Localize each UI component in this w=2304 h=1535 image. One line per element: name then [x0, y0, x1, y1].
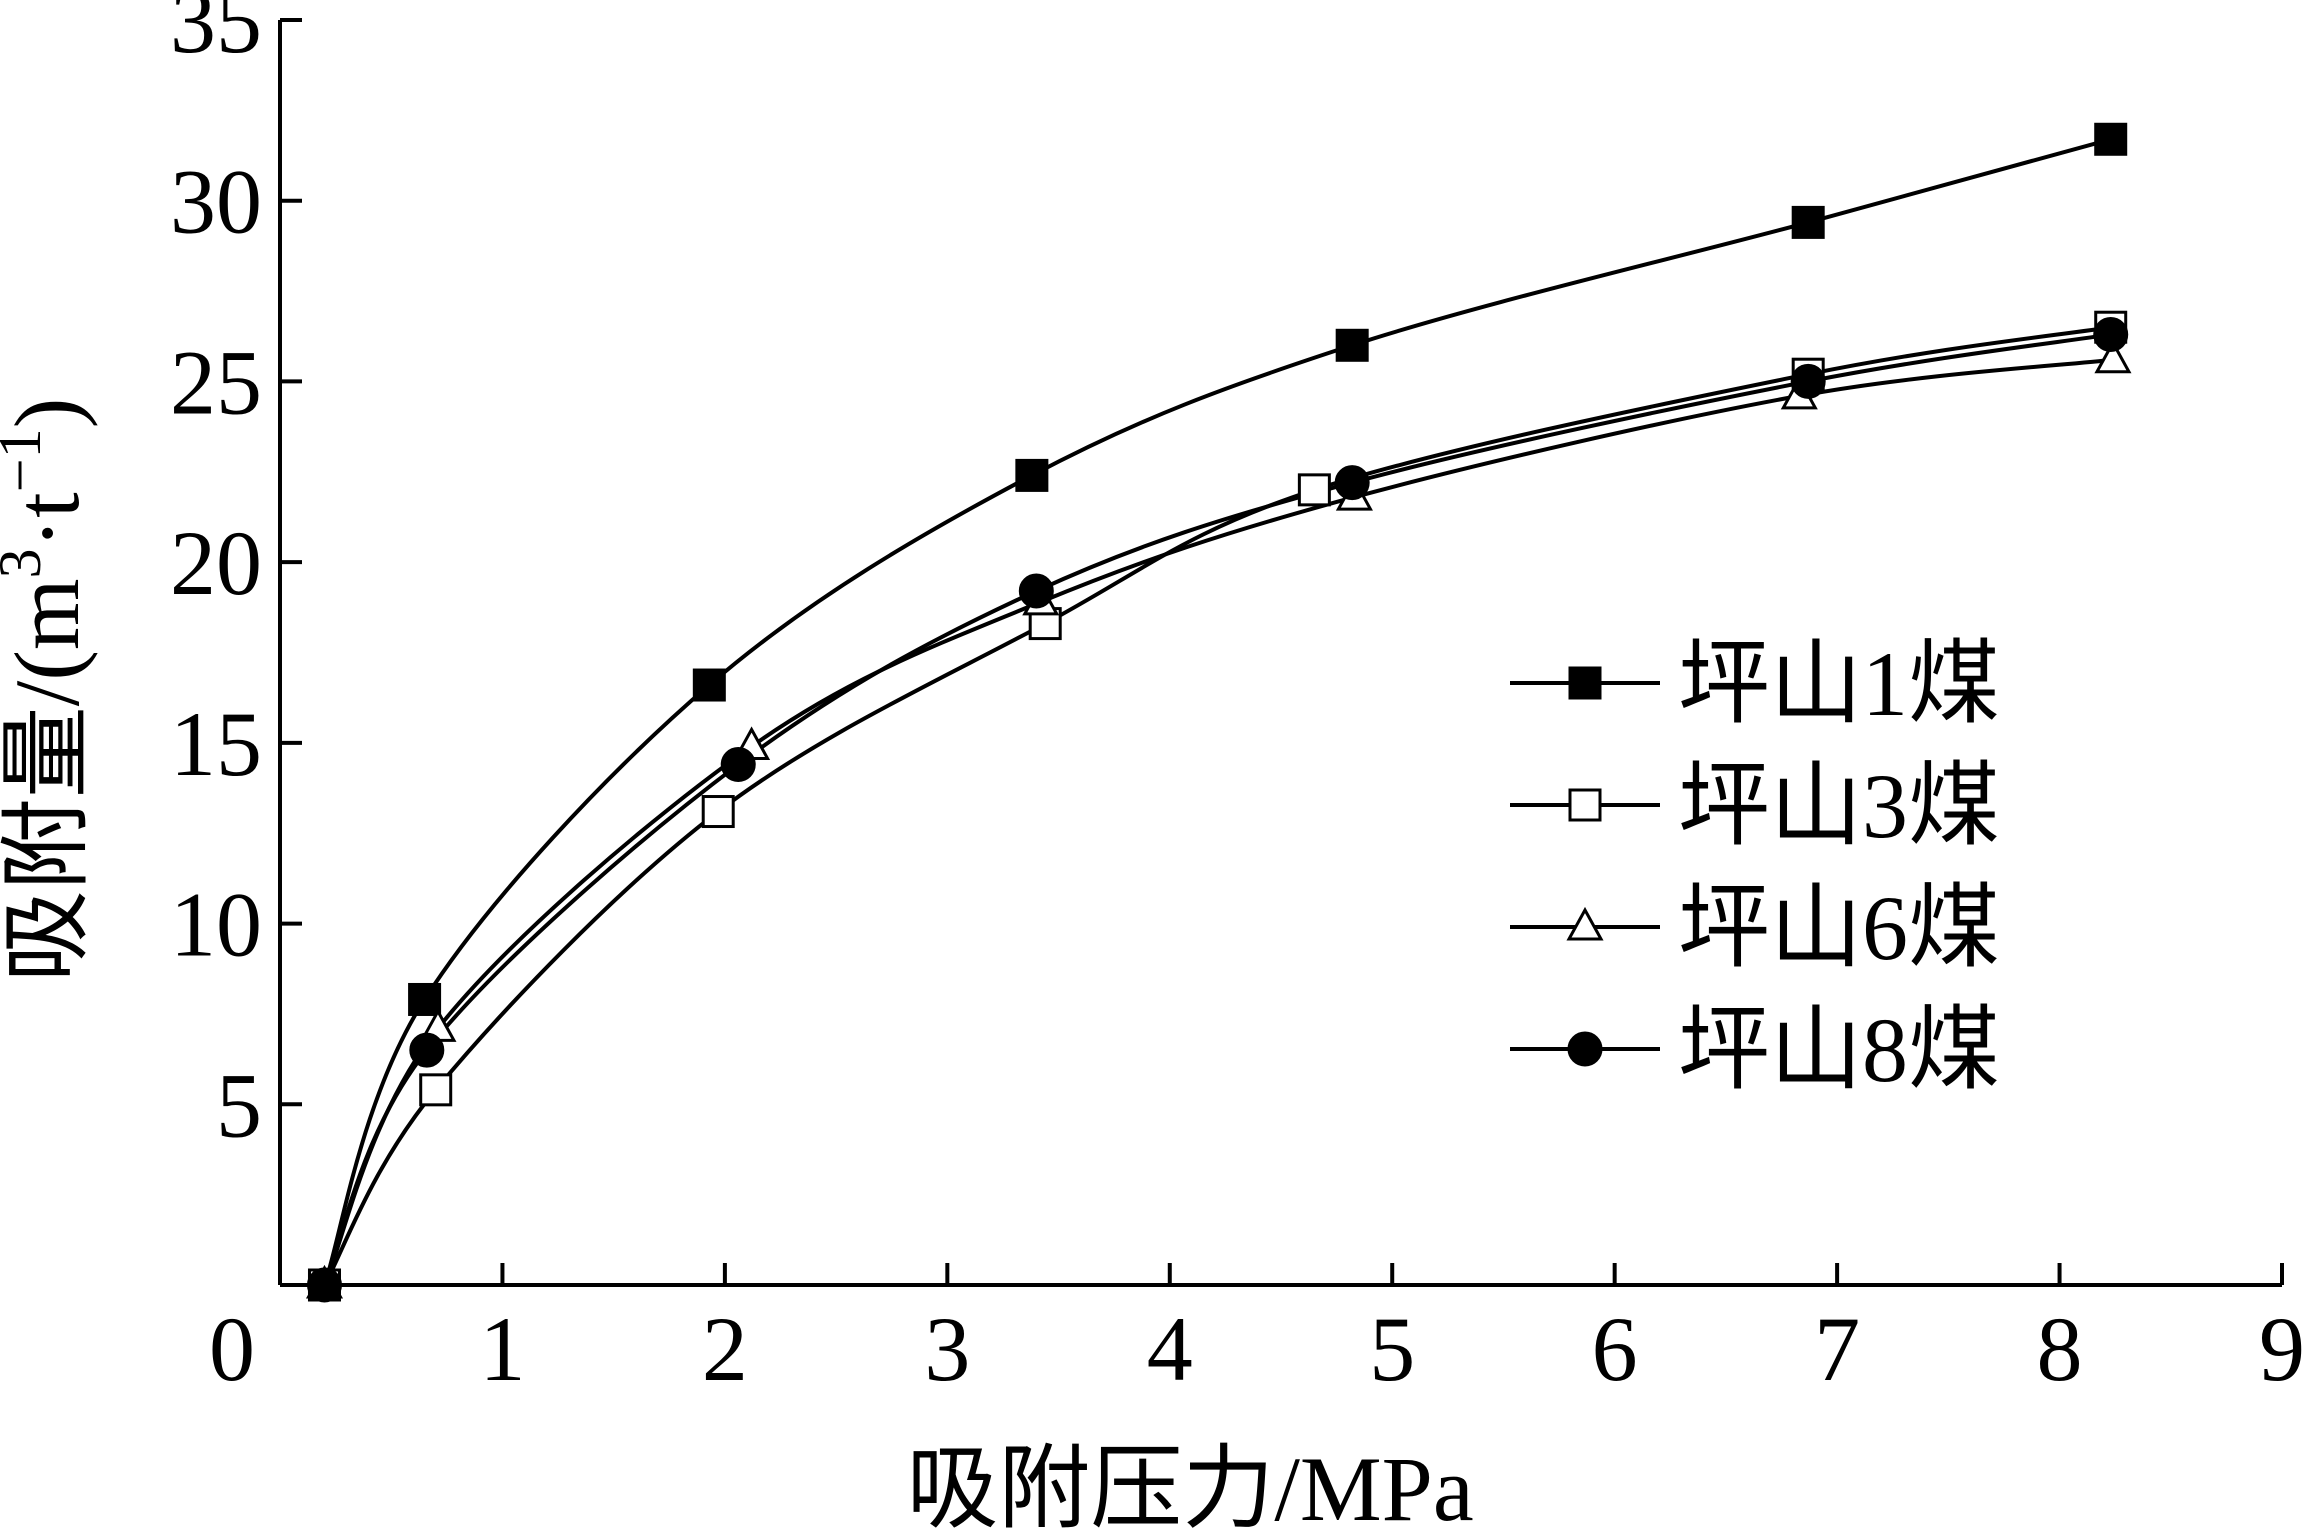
- data-point: [692, 668, 726, 702]
- data-point: [419, 1073, 453, 1107]
- y-tick-label: 5: [216, 1054, 262, 1156]
- x-tick-label: 3: [924, 1298, 970, 1400]
- legend-marker: [1567, 1031, 1603, 1067]
- y-axis-title-end: ): [0, 398, 98, 429]
- legend-marker: [1568, 666, 1602, 700]
- series-4-points: [306, 316, 2129, 1303]
- data-point: [1790, 363, 1826, 399]
- data-point: [701, 795, 735, 829]
- y-axis-title-sup2: −1: [0, 428, 53, 492]
- legend-label: 坪山8煤: [1678, 999, 2000, 1101]
- x-tick-label: 7: [1814, 1298, 1860, 1400]
- x-tick-label: 9: [2259, 1298, 2304, 1400]
- data-point: [408, 982, 442, 1016]
- y-tick-label: 15: [170, 693, 262, 795]
- data-point: [306, 1267, 342, 1303]
- y-axis-title-sup1: 3: [0, 548, 53, 578]
- y-axis-title-mid: ·t: [0, 492, 98, 549]
- data-point: [2094, 122, 2128, 156]
- data-point: [1015, 458, 1049, 492]
- data-point: [1297, 473, 1331, 507]
- x-tick-label: 2: [702, 1298, 748, 1400]
- x-tick-label: 6: [1592, 1298, 1638, 1400]
- data-point: [720, 747, 756, 783]
- x-tick-label: 0: [209, 1298, 255, 1400]
- series-group: [305, 122, 2132, 1303]
- x-tick-label: 5: [1369, 1298, 1415, 1400]
- legend-label: 坪山6煤: [1678, 877, 2000, 979]
- data-point: [1335, 328, 1369, 362]
- data-point: [1334, 465, 1370, 501]
- plot-area: 0 1 2 3 4 5 6 7 8 9 5 10 15 20 25 30 35: [170, 0, 2304, 1400]
- y-tick-label: 25: [170, 331, 262, 433]
- legend-label: 坪山1煤: [1678, 633, 2000, 735]
- x-tick-label: 4: [1147, 1298, 1193, 1400]
- legend-marker: [1568, 788, 1602, 822]
- x-ticks: 0 1 2 3 4 5 6 7 8 9: [209, 1263, 2304, 1400]
- legend-item: 坪山3煤: [1510, 755, 2000, 857]
- y-axis-title-main: 吸附量/(m: [0, 578, 98, 982]
- y-ticks: 5 10 15 20 25 30 35: [170, 0, 302, 1156]
- data-point: [1791, 205, 1825, 239]
- y-axis-title: 吸附量/(m3·t−1): [0, 398, 98, 982]
- data-point: [2094, 339, 2132, 374]
- y-tick-label: 10: [170, 874, 262, 976]
- data-point: [409, 1032, 445, 1068]
- x-tick-label: 1: [479, 1298, 525, 1400]
- y-tick-label: 35: [170, 0, 262, 72]
- x-axis-title: 吸附压力/MPa: [906, 1438, 1473, 1535]
- y-tick-label: 20: [170, 512, 262, 614]
- legend-marker: [1566, 906, 1604, 941]
- data-point: [2093, 316, 2129, 352]
- legend-label: 坪山3煤: [1678, 755, 2000, 857]
- data-point: [1018, 573, 1054, 609]
- x-tick-label: 8: [2037, 1298, 2083, 1400]
- legend-item: 坪山1煤: [1510, 633, 2000, 735]
- legend-item: 坪山8煤: [1510, 999, 2000, 1101]
- y-tick-label: 30: [170, 151, 262, 253]
- legend-item: 坪山6煤: [1510, 877, 2000, 979]
